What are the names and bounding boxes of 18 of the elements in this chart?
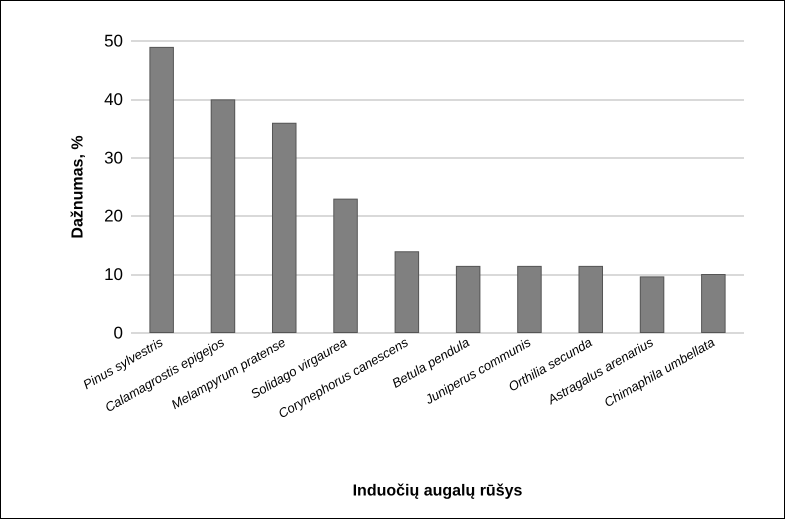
bar — [640, 276, 664, 333]
bar — [272, 122, 297, 333]
y-tick-label: 40 — [104, 90, 123, 109]
bar — [517, 266, 542, 333]
bar — [394, 251, 420, 333]
bar — [456, 266, 480, 333]
y-tick-label: 10 — [104, 265, 123, 284]
y-tick-label: 0 — [114, 324, 123, 342]
y-tick-label: 30 — [104, 148, 123, 168]
bar — [578, 266, 604, 333]
bar — [149, 46, 174, 333]
bar — [701, 274, 726, 333]
y-tick-label: 20 — [104, 206, 123, 226]
y-axis-title: Dažnumas, % — [70, 135, 86, 239]
bar — [333, 198, 358, 333]
x-axis-title: Induočių augalų rūšys — [352, 482, 522, 500]
bar — [210, 99, 236, 333]
y-tick-label: 50 — [104, 32, 123, 50]
